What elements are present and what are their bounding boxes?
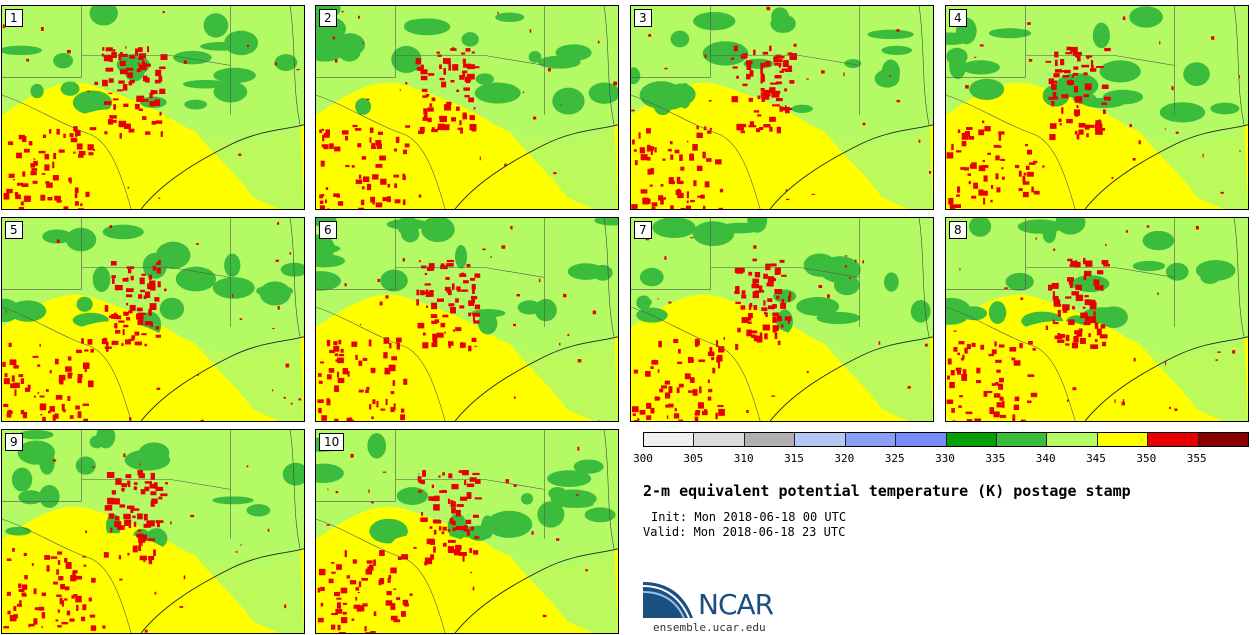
panel-label: 4 xyxy=(949,9,967,27)
panel-label: 6 xyxy=(319,221,337,239)
ncar-logo-icon xyxy=(643,582,693,619)
map-panel: 7 xyxy=(630,217,934,422)
colorbar-tick-label: 340 xyxy=(1035,452,1056,465)
colorbar-ticks: 300 305 310 315 320 325 330 335 340 345 350 355 xyxy=(633,452,1247,466)
panel-label: 9 xyxy=(5,433,23,451)
map-panel: 5 xyxy=(1,217,305,422)
figure-title: 2-m equivalent potential temperature (K)… xyxy=(643,482,1131,500)
colorbar-swatch xyxy=(744,433,796,446)
colorbar-tick-label: 320 xyxy=(834,452,855,465)
panel-label: 3 xyxy=(634,9,652,27)
colorbar-tick-label: 335 xyxy=(985,452,1006,465)
colorbar-swatch xyxy=(896,433,947,446)
colorbar-tick-label: 315 xyxy=(784,452,804,465)
colorbar-swatch xyxy=(795,433,846,446)
colorbar-swatch xyxy=(1097,433,1149,446)
colorbar-tick-label: 300 xyxy=(633,452,653,465)
colorbar-tick-label: 325 xyxy=(884,452,905,465)
map-panel: 9 xyxy=(1,429,305,634)
colorbar-swatch xyxy=(1148,433,1199,446)
panel-label: 5 xyxy=(5,221,23,239)
panel-label: 1 xyxy=(5,9,23,27)
colorbar xyxy=(643,432,1249,447)
map-panel: 6 xyxy=(315,217,619,422)
colorbar-tick-label: 350 xyxy=(1136,452,1157,465)
panel-label: 7 xyxy=(634,221,652,239)
site-url[interactable]: ensemble.ucar.edu xyxy=(653,621,766,634)
panel-label: 2 xyxy=(319,9,337,27)
colorbar-swatch xyxy=(1047,433,1098,446)
colorbar-swatch xyxy=(996,433,1048,446)
panel-label: 10 xyxy=(319,433,345,451)
map-panel: 2 xyxy=(315,5,619,210)
map-panel: 1 xyxy=(1,5,305,210)
valid-time: Valid: Mon 2018-06-18 23 UTC xyxy=(643,525,846,539)
colorbar-swatch xyxy=(1198,433,1249,446)
colorbar-tick-label: 355 xyxy=(1186,452,1207,465)
colorbar-swatch xyxy=(845,433,897,446)
map-panel: 10 xyxy=(315,429,619,634)
colorbar-swatch xyxy=(694,433,745,446)
colorbar-tick-label: 330 xyxy=(935,452,955,465)
colorbar-tick-label: 345 xyxy=(1086,452,1106,465)
init-time: Init: Mon 2018-06-18 00 UTC xyxy=(651,510,847,524)
map-panel: 4 xyxy=(945,5,1249,210)
panel-label: 8 xyxy=(949,221,967,239)
colorbar-tick-label: 305 xyxy=(683,452,704,465)
colorbar-swatch xyxy=(644,433,695,446)
colorbar-tick-label: 310 xyxy=(733,452,754,465)
ncar-logo-text: NCAR xyxy=(698,588,774,621)
colorbar-swatch xyxy=(946,433,997,446)
map-panel: 8 xyxy=(945,217,1249,422)
map-panel: 3 xyxy=(630,5,934,210)
